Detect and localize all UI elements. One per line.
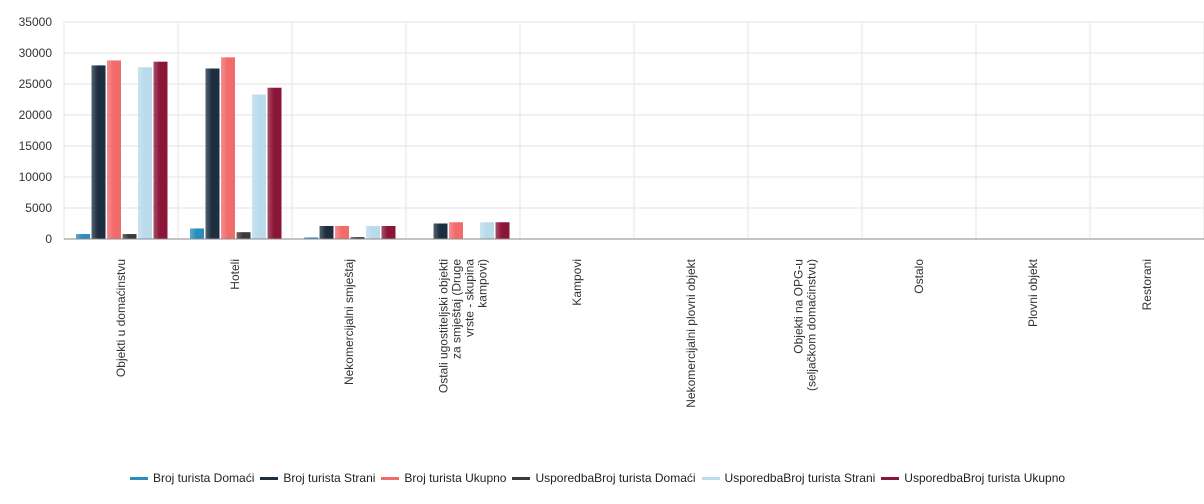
x-tick-label: Nekomercijalni smještaj: [342, 259, 356, 385]
x-tick-label-line: Nekomercijalni smještaj: [342, 259, 356, 385]
legend-label: Broj turista Strani: [283, 471, 376, 485]
bar[interactable]: [91, 65, 106, 240]
x-tick-label-line: Hoteli: [228, 259, 242, 290]
chart-legend: Broj turista Domaći Broj turista Strani Br…: [130, 468, 1130, 487]
x-tick-label-line: vrste - skupina: [463, 259, 477, 337]
bar[interactable]: [480, 222, 494, 239]
bar[interactable]: [221, 57, 235, 240]
bar[interactable]: [122, 234, 137, 239]
y-tick-label: 10000: [19, 170, 53, 184]
bar[interactable]: [153, 61, 168, 240]
legend-swatch: [260, 477, 279, 480]
x-tick-label: Hoteli: [228, 259, 242, 290]
bar[interactable]: [335, 225, 349, 239]
x-tick-label-line: za smještaj (Druge: [450, 259, 464, 359]
legend-label: Broj turista Domaći: [153, 471, 255, 485]
legend-label: UsporedbaBroj turista Strani: [724, 471, 876, 485]
bar[interactable]: [366, 225, 380, 239]
x-axis: Objekti u domaćinstvu Hoteli Nekomercijaln…: [64, 238, 1204, 408]
legend-swatch: [701, 477, 720, 480]
bar[interactable]: [381, 225, 396, 239]
legend-label: Broj turista Ukupno: [404, 471, 507, 485]
y-tick-label: 25000: [19, 77, 53, 91]
legend-label: UsporedbaBroj turista Ukupno: [904, 471, 1066, 485]
y-tick-label: 30000: [19, 46, 53, 60]
x-tick-label-line: Ostali ugostiteljski objekti: [437, 259, 451, 393]
bar[interactable]: [319, 225, 334, 239]
legend-item[interactable]: UsporedbaBroj turista Strani: [701, 470, 876, 487]
y-tick-label: 15000: [19, 139, 53, 153]
legend-item[interactable]: Broj turista Ukupno: [381, 470, 506, 487]
legend-swatch: [881, 477, 900, 480]
bar[interactable]: [350, 237, 365, 239]
bar[interactable]: [449, 222, 463, 239]
y-axis: 0 5000 10000 15000 20000 25000 30000 35000: [19, 15, 53, 246]
bars: [76, 57, 510, 240]
legend-item[interactable]: Broj turista Strani: [260, 470, 375, 487]
x-tick-label: Ostali ugostiteljski objektiza smještaj …: [437, 259, 490, 393]
legend-item[interactable]: UsporedbaBroj turista Ukupno: [881, 470, 1065, 487]
x-tick-label: Nekomercijalni plovni objekt: [684, 258, 698, 407]
bar[interactable]: [107, 60, 121, 239]
legend-item[interactable]: Broj turista Domaći: [130, 470, 254, 487]
x-tick-label: Objekti na OPG-u(seljačkom domaćinstvu): [792, 259, 819, 391]
x-tick-label: Restorani: [1140, 259, 1154, 310]
x-tick-label-line: (seljačkom domaćinstvu): [805, 259, 819, 391]
bar[interactable]: [236, 232, 251, 239]
bar[interactable]: [433, 223, 448, 240]
legend-label: UsporedbaBroj turista Domaći: [535, 471, 696, 485]
x-tick-label-line: Nekomercijalni plovni objekt: [684, 258, 698, 407]
legend-swatch: [381, 477, 400, 480]
bar[interactable]: [138, 67, 152, 239]
x-tick-label-line: Plovni objekt: [1026, 258, 1040, 327]
x-tick-label-line: Restorani: [1140, 259, 1154, 310]
legend-item[interactable]: UsporedbaBroj turista Domaći: [512, 470, 696, 487]
bar[interactable]: [76, 234, 90, 239]
x-tick-label: Plovni objekt: [1026, 258, 1040, 327]
y-tick-label: 35000: [19, 15, 53, 29]
x-tick-label-line: Objekti u domaćinstvu: [114, 259, 128, 377]
bar[interactable]: [304, 237, 318, 239]
x-tick-label: Ostalo: [912, 259, 926, 294]
x-tick-label-line: Objekti na OPG-u: [792, 259, 806, 354]
x-tick-label: Kampovi: [570, 259, 584, 306]
bar[interactable]: [190, 228, 204, 239]
x-tick-label-line: Ostalo: [912, 259, 926, 294]
bar[interactable]: [267, 87, 282, 239]
legend-swatch: [512, 477, 531, 480]
y-tick-label: 5000: [25, 201, 52, 215]
y-tick-label: 0: [45, 232, 52, 246]
y-tick-label: 20000: [19, 108, 53, 122]
legend-swatch: [130, 477, 148, 480]
x-tick-label-line: Kampovi: [570, 259, 584, 306]
bar[interactable]: [252, 94, 266, 239]
bar[interactable]: [205, 68, 220, 240]
x-tick-label: Objekti u domaćinstvu: [114, 259, 128, 377]
bar[interactable]: [495, 222, 510, 239]
bar-chart: 0 5000 10000 15000 20000 25000 30000 35000 Obje…: [19, 15, 1204, 408]
x-tick-label-line: kampovi): [476, 259, 490, 308]
